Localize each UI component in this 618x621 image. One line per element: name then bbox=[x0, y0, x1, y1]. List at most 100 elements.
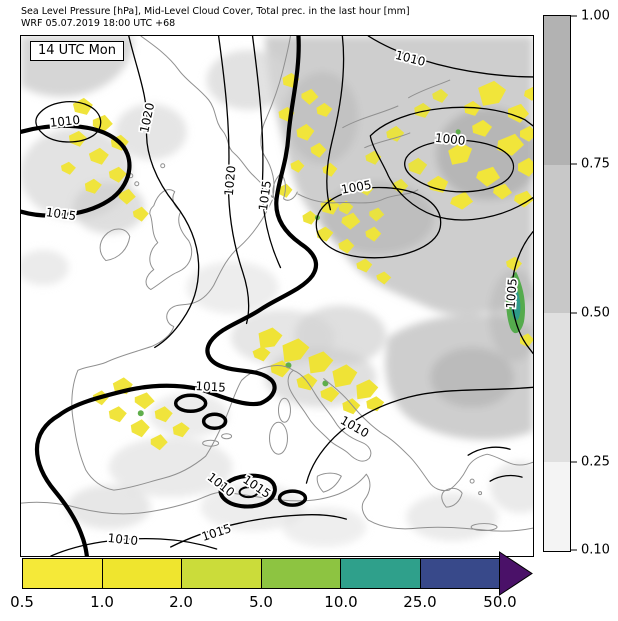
isobar-1010-southeast bbox=[305, 386, 533, 484]
cloud-tick-label: 0.50 bbox=[581, 305, 610, 321]
coastline-isle bbox=[160, 163, 166, 169]
precip-tick-label: 2.0 bbox=[169, 593, 193, 611]
precip-tick-label: 0.5 bbox=[10, 593, 34, 611]
cloud-colorbar-segment bbox=[544, 461, 570, 551]
precip-tick-label: 5.0 bbox=[249, 593, 273, 611]
coastline-sardinia bbox=[269, 421, 288, 455]
cloud-colorbar-tick: 0.10 bbox=[571, 543, 610, 558]
cloud-tick-label: 0.25 bbox=[581, 454, 610, 470]
precip-cluster-iberia bbox=[92, 377, 190, 451]
precip-cluster-atlantic bbox=[60, 97, 149, 222]
isobar-1005-outer bbox=[369, 106, 533, 221]
isobar-1015-bold-main bbox=[34, 36, 318, 556]
cloud-colorbar-segment bbox=[544, 313, 570, 462]
isobar-loop-morocco-inner bbox=[238, 486, 259, 499]
cloud-cover-colorbar bbox=[543, 15, 571, 552]
isobar-1020-a bbox=[128, 36, 200, 349]
cloud-colorbar-tick: 0.50 bbox=[571, 306, 610, 321]
isobar-label: 1000 bbox=[434, 131, 466, 148]
isobar-1015-bold-atlantic bbox=[21, 123, 132, 218]
cloud-tick-label: 1.00 bbox=[581, 8, 610, 24]
isobar-label: 1015 bbox=[195, 379, 226, 395]
precip-cluster-alps bbox=[252, 327, 385, 415]
tick-mark bbox=[571, 312, 577, 314]
isobar-label: 1010 bbox=[107, 531, 139, 548]
isobar-label: 1015 bbox=[45, 205, 77, 223]
coastline-isle bbox=[478, 491, 483, 496]
isobar-bold-loop-spain-a bbox=[173, 393, 208, 414]
isobar-1005-loop bbox=[315, 186, 442, 259]
isobar-1010-topright bbox=[367, 36, 533, 78]
precip-cluster-central bbox=[278, 183, 392, 285]
precip-tick-label: 25.0 bbox=[403, 593, 437, 611]
precip-colorbar-segment bbox=[341, 559, 421, 588]
coastline-balearic bbox=[221, 433, 233, 440]
coastline-corsica bbox=[277, 397, 291, 423]
cloud-colorbar-segment bbox=[544, 16, 570, 165]
cloud-tick-label: 0.75 bbox=[581, 156, 610, 172]
precip-east-edge-yellow bbox=[506, 256, 533, 348]
isobar-label: 1005 bbox=[503, 278, 519, 309]
isobar-1015-thin bbox=[251, 36, 282, 269]
coastline-peloponnese bbox=[441, 487, 463, 508]
map-canvas: 1010 1015 1020 1020 1015 1010 1000 1005 … bbox=[21, 36, 533, 556]
tick-mark bbox=[571, 163, 577, 165]
isobar-label: 1010 bbox=[338, 413, 371, 440]
isobar-bold-loop-morocco-east bbox=[277, 489, 308, 507]
tick-mark bbox=[571, 461, 577, 463]
coastline-balkans bbox=[323, 377, 533, 492]
valid-time-label: 14 UTC Mon bbox=[30, 41, 124, 61]
isobar-squiggle-se bbox=[467, 446, 523, 482]
tick-mark bbox=[571, 549, 577, 551]
precip-tick-label: 50.0 bbox=[483, 593, 517, 611]
coastline-sicily bbox=[316, 472, 342, 493]
figure-header: Sea Level Pressure [hPa], Mid-Level Clou… bbox=[21, 6, 410, 31]
precip-colorbar-segment bbox=[182, 559, 262, 588]
cloud-colorbar-tick: 0.25 bbox=[571, 455, 610, 470]
isobar-1005-east-edge bbox=[511, 230, 533, 355]
isobar-1015-bottom bbox=[170, 514, 348, 548]
isobar-label: 1015 bbox=[256, 180, 274, 212]
coastline-balearic bbox=[202, 439, 220, 447]
isobar-1010-bottomleft bbox=[50, 538, 218, 556]
cloud-tick-label: 0.10 bbox=[581, 542, 610, 558]
isobar-1020-b bbox=[217, 36, 250, 325]
isobar-label: 1020 bbox=[222, 165, 239, 197]
tick-mark bbox=[571, 15, 577, 17]
arrow-shape bbox=[499, 551, 533, 596]
precip-tick-label: 10.0 bbox=[324, 593, 358, 611]
precip-cluster-northeast bbox=[427, 80, 533, 210]
chart-title: Sea Level Pressure [hPa], Mid-Level Clou… bbox=[21, 6, 410, 17]
precip-cluster-scandinavia bbox=[278, 72, 338, 177]
coastline-isle bbox=[134, 181, 140, 187]
precip-colorbar bbox=[22, 558, 500, 589]
isobar-label: 1015 bbox=[200, 521, 233, 544]
precip-colorbar-segment bbox=[261, 559, 341, 588]
isobar-bold-loop-spain-b bbox=[201, 412, 228, 430]
cloud-colorbar-tick: 0.75 bbox=[571, 157, 610, 172]
precip-colorbar-segment bbox=[23, 559, 103, 588]
coastline-britain bbox=[145, 189, 193, 291]
coastline-italy bbox=[287, 369, 372, 462]
isobar-thin-mid bbox=[326, 36, 345, 211]
coastline-west-europe bbox=[71, 199, 294, 491]
precip-colorbar-segment bbox=[102, 559, 182, 588]
cloud-colorbar-segment bbox=[544, 164, 570, 314]
chart-subtitle: WRF 05.07.2019 18:00 UTC +68 bbox=[21, 18, 176, 30]
coastline-africa bbox=[21, 473, 533, 532]
isobar-bold-loop-morocco bbox=[218, 473, 277, 509]
coastline-ireland bbox=[99, 228, 131, 262]
isobar-contours-layer bbox=[21, 36, 533, 556]
precip-tick-label: 1.0 bbox=[90, 593, 114, 611]
coastline-isle bbox=[469, 478, 475, 484]
isobar-1000-loop bbox=[404, 139, 514, 193]
precip-colorbar-arrow bbox=[499, 551, 533, 596]
cloud-colorbar-tick: 1.00 bbox=[571, 9, 610, 24]
coastlines-layer bbox=[21, 36, 533, 532]
coastline-sweden bbox=[260, 36, 291, 198]
precip-colorbar-segment bbox=[420, 559, 499, 588]
isobar-label: 1010 bbox=[49, 113, 81, 130]
map-area: 1010 1015 1020 1020 1015 1010 1000 1005 … bbox=[20, 35, 534, 557]
coastline-baltic-gulfs bbox=[342, 79, 451, 149]
